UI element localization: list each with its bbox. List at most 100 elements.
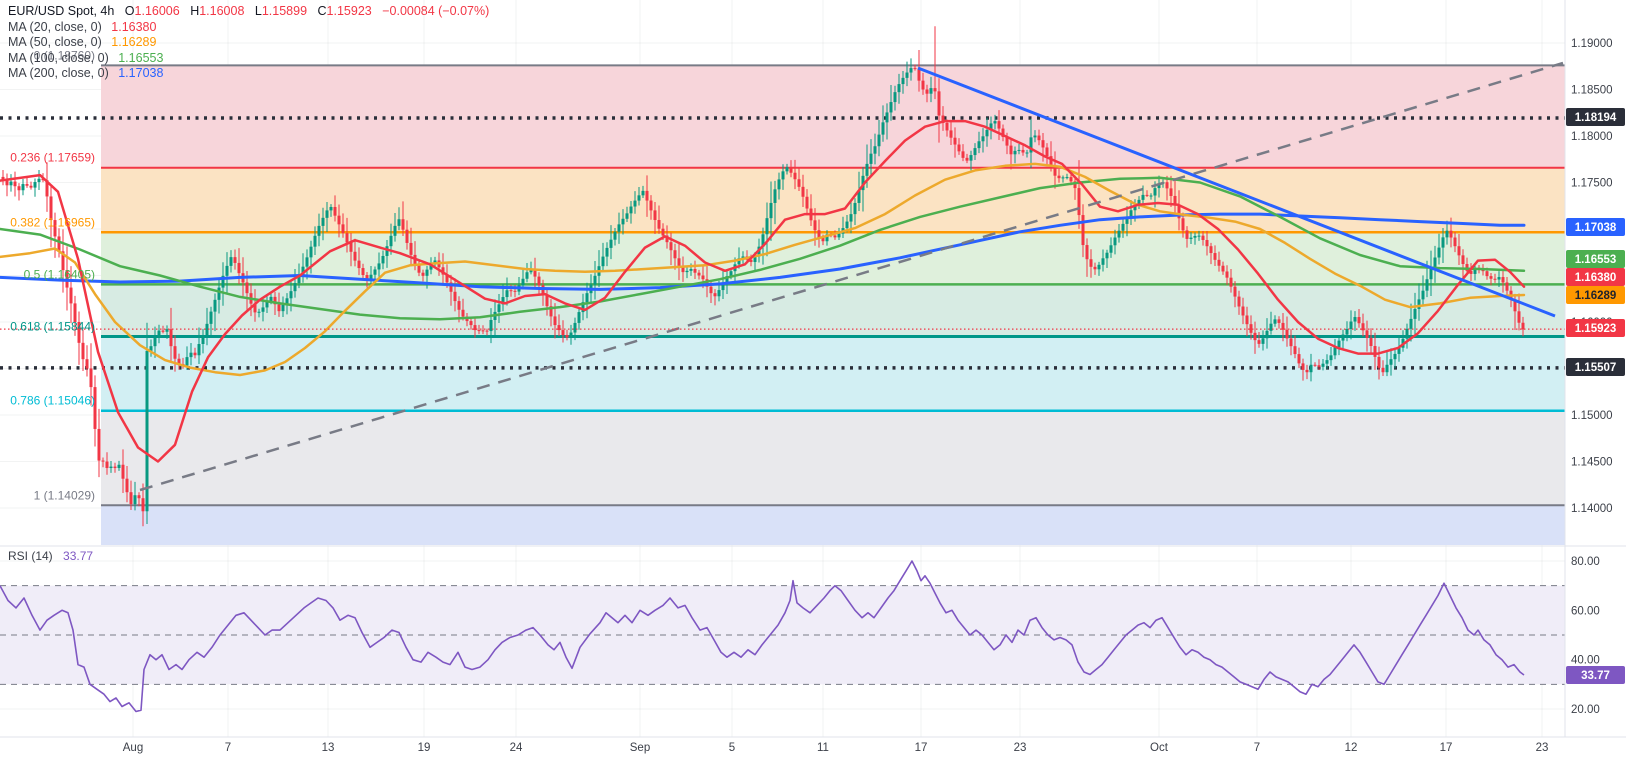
- candle-body: [1409, 318, 1413, 329]
- ma20-value: 1.16380: [111, 19, 157, 34]
- time-axis-label[interactable]: 11: [817, 742, 829, 754]
- time-axis-label[interactable]: 12: [1345, 742, 1358, 754]
- time-axis-label[interactable]: 7: [225, 742, 231, 754]
- candle-body: [1149, 195, 1153, 197]
- fib-band: [101, 232, 1565, 285]
- candle-body: [793, 172, 797, 180]
- candle-body: [29, 185, 33, 188]
- time-axis-label[interactable]: Aug: [123, 742, 143, 754]
- price-badge: [1566, 108, 1625, 126]
- candle-body: [933, 88, 937, 92]
- candle-body: [569, 332, 573, 338]
- legend-ma20[interactable]: MA (20, close, 0) 1.16380: [8, 20, 489, 36]
- price-badge: [1566, 358, 1625, 376]
- time-axis-label[interactable]: 17: [915, 742, 928, 754]
- candle-body: [1341, 334, 1345, 341]
- legend-ma50[interactable]: MA (50, close, 0) 1.16289: [8, 35, 489, 51]
- rsi-axis-label: 20.00: [1571, 704, 1600, 716]
- candle-body: [397, 219, 401, 226]
- candle-body: [1057, 175, 1061, 179]
- time-axis-label[interactable]: 23: [1536, 742, 1549, 754]
- time-axis-label[interactable]: 13: [322, 742, 335, 754]
- time-axis[interactable]: [0, 737, 1626, 760]
- candle-body: [173, 346, 177, 359]
- time-axis-label[interactable]: 5: [729, 742, 735, 754]
- candle-body: [1425, 279, 1429, 291]
- candle-body: [949, 130, 953, 138]
- candle-body: [1305, 369, 1309, 373]
- trendline-dashed[interactable]: [139, 61, 1564, 492]
- candle-body: [905, 72, 909, 78]
- candle-body: [213, 299, 217, 312]
- legend-ma200[interactable]: MA (200, close, 0) 1.17038: [8, 66, 489, 82]
- fib-band: [101, 336, 1565, 411]
- candle-body: [533, 269, 537, 277]
- candle-body: [849, 214, 853, 222]
- candle-body: [1273, 319, 1277, 324]
- ma20-line: [0, 119, 1526, 463]
- candle-body: [1229, 277, 1233, 287]
- candle-body: [1461, 255, 1465, 265]
- candle-body: [557, 325, 561, 331]
- candle-body: [365, 275, 369, 280]
- time-axis-label[interactable]: 24: [510, 742, 523, 754]
- candle-body: [777, 179, 781, 190]
- time-axis-label[interactable]: 7: [1254, 742, 1260, 754]
- candle-body: [125, 478, 129, 493]
- ohlc-high-key: H: [190, 4, 200, 18]
- candle-body: [1269, 323, 1273, 331]
- candle-body: [1049, 156, 1053, 167]
- candle-body: [81, 342, 85, 360]
- candle-body: [325, 210, 329, 218]
- candle-body: [797, 179, 801, 187]
- candle-body: [505, 290, 509, 298]
- candle-body: [161, 330, 165, 332]
- candle-body: [1381, 367, 1385, 373]
- trendline-blue[interactable]: [917, 66, 1556, 318]
- candle-body: [305, 257, 309, 267]
- candle-body: [1113, 237, 1117, 246]
- price-axis[interactable]: [1565, 0, 1626, 737]
- candle-body: [965, 157, 969, 161]
- candle-body: [1261, 338, 1265, 344]
- time-axis-label[interactable]: 23: [1014, 742, 1027, 754]
- candle-body: [845, 221, 849, 229]
- candle-body: [917, 68, 921, 81]
- time-axis-label[interactable]: 19: [418, 742, 431, 754]
- candle-body: [1109, 245, 1113, 253]
- price-badge-text: 1.15507: [1575, 362, 1617, 374]
- candle-body: [1169, 188, 1173, 196]
- time-axis-label[interactable]: Oct: [1150, 742, 1169, 754]
- symbol-title[interactable]: EUR/USD Spot, 4h: [8, 4, 115, 18]
- candle-body: [85, 359, 89, 369]
- symbol-row[interactable]: EUR/USD Spot, 4h O1.16006 H1.16008 L1.15…: [8, 4, 489, 20]
- candle-body: [761, 234, 765, 247]
- candle-body: [233, 257, 237, 263]
- candle-body: [1517, 311, 1521, 323]
- candle-body: [1205, 240, 1209, 247]
- fib-level-label: 0.786 (1.15046): [10, 394, 95, 408]
- candle-body: [153, 337, 157, 347]
- candle-body: [1285, 329, 1289, 339]
- candle-body: [377, 263, 381, 270]
- candle-body: [549, 306, 553, 317]
- candle-body: [1217, 259, 1221, 266]
- candle-body: [89, 368, 93, 388]
- candle-body: [1065, 177, 1069, 179]
- legend-ma100[interactable]: MA (100, close, 0) 1.16553: [8, 51, 489, 67]
- candle-body: [625, 213, 629, 219]
- candle-body: [1117, 230, 1121, 238]
- candle-body: [1037, 135, 1041, 141]
- candle-body: [1213, 253, 1217, 260]
- candle-body: [909, 68, 913, 73]
- candle-body: [541, 285, 545, 296]
- candle-body: [189, 352, 193, 358]
- time-axis-label[interactable]: 17: [1440, 742, 1453, 754]
- candle-body: [1253, 332, 1257, 341]
- candle-body: [1505, 282, 1509, 291]
- rsi-legend-row[interactable]: RSI (14) 33.77: [8, 549, 93, 563]
- candle-body: [941, 115, 945, 123]
- time-axis-label[interactable]: Sep: [630, 742, 650, 754]
